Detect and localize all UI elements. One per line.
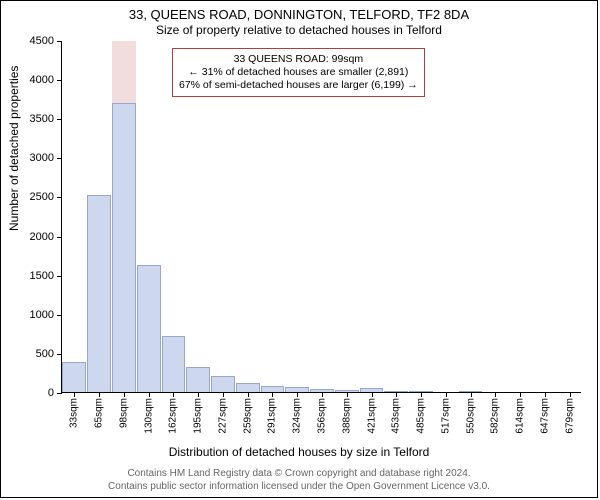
y-tick-label: 3500 xyxy=(30,113,54,125)
bar xyxy=(186,367,210,392)
x-tick xyxy=(99,392,100,397)
y-tick-label: 2000 xyxy=(30,231,54,243)
x-tick-label: 291sqm xyxy=(267,398,278,434)
y-tick xyxy=(57,393,62,394)
bar xyxy=(360,388,384,392)
x-tick-label: 485sqm xyxy=(416,398,427,434)
y-tick-label: 2500 xyxy=(30,191,54,203)
footer-line2: Contains public sector information licen… xyxy=(1,481,597,494)
bar xyxy=(211,376,235,392)
x-tick-label: 550sqm xyxy=(465,398,476,434)
x-tick xyxy=(149,392,150,397)
footer: Contains HM Land Registry data © Crown c… xyxy=(1,468,597,493)
annotation-box: 33 QUEENS ROAD: 99sqm← 31% of detached h… xyxy=(172,48,425,97)
x-tick xyxy=(421,392,422,397)
bar xyxy=(409,391,433,392)
bar xyxy=(310,389,334,392)
x-tick-label: 259sqm xyxy=(242,398,253,434)
x-tick-label: 195sqm xyxy=(193,398,204,434)
bar xyxy=(459,391,483,392)
y-tick xyxy=(57,315,62,316)
x-tick xyxy=(471,392,472,397)
x-tick xyxy=(495,392,496,397)
plot-area: 05001000150020002500300035004000450033sq… xyxy=(61,41,581,393)
bar xyxy=(112,103,136,392)
x-tick xyxy=(520,392,521,397)
x-axis-label: Distribution of detached houses by size … xyxy=(1,445,597,459)
bar xyxy=(137,265,161,392)
x-tick xyxy=(198,392,199,397)
x-tick xyxy=(570,392,571,397)
x-tick xyxy=(124,392,125,397)
bar xyxy=(87,195,111,392)
y-tick-label: 4500 xyxy=(30,35,54,47)
x-tick xyxy=(372,392,373,397)
bar xyxy=(62,362,86,392)
x-tick-label: 614sqm xyxy=(515,398,526,434)
y-tick xyxy=(57,119,62,120)
x-tick-label: 679sqm xyxy=(564,398,575,434)
y-tick xyxy=(57,354,62,355)
bar xyxy=(285,387,309,392)
x-tick-label: 647sqm xyxy=(539,398,550,434)
x-tick-label: 65sqm xyxy=(94,398,105,428)
y-tick xyxy=(57,158,62,159)
x-tick-label: 356sqm xyxy=(317,398,328,434)
chart-container: 33, QUEENS ROAD, DONNINGTON, TELFORD, TF… xyxy=(0,0,598,498)
bar xyxy=(162,336,186,392)
x-tick xyxy=(322,392,323,397)
plot-inner: 05001000150020002500300035004000450033sq… xyxy=(61,41,581,393)
y-tick-label: 0 xyxy=(48,387,54,399)
y-tick xyxy=(57,80,62,81)
y-tick-label: 1000 xyxy=(30,309,54,321)
y-tick xyxy=(57,276,62,277)
x-tick xyxy=(545,392,546,397)
x-tick-label: 98sqm xyxy=(118,398,129,428)
x-tick-label: 130sqm xyxy=(143,398,154,434)
chart-title-line2: Size of property relative to detached ho… xyxy=(1,23,597,37)
footer-line1: Contains HM Land Registry data © Crown c… xyxy=(1,468,597,481)
x-tick-label: 517sqm xyxy=(440,398,451,434)
x-tick xyxy=(396,392,397,397)
bar xyxy=(335,390,359,392)
annotation-line3: 67% of semi-detached houses are larger (… xyxy=(179,79,418,92)
x-tick-label: 421sqm xyxy=(366,398,377,434)
bar xyxy=(384,391,408,392)
y-tick-label: 1500 xyxy=(30,270,54,282)
x-tick xyxy=(248,392,249,397)
bar xyxy=(236,383,260,392)
annotation-line1: 33 QUEENS ROAD: 99sqm xyxy=(179,53,418,66)
y-tick-label: 4000 xyxy=(30,74,54,86)
x-tick-label: 162sqm xyxy=(168,398,179,434)
y-axis-label: Number of detached properties xyxy=(7,66,21,231)
y-tick xyxy=(57,41,62,42)
x-tick xyxy=(272,392,273,397)
x-tick-label: 227sqm xyxy=(217,398,228,434)
chart-title-line1: 33, QUEENS ROAD, DONNINGTON, TELFORD, TF… xyxy=(1,7,597,22)
y-tick xyxy=(57,237,62,238)
y-tick xyxy=(57,197,62,198)
x-tick-label: 388sqm xyxy=(341,398,352,434)
x-tick xyxy=(223,392,224,397)
x-tick xyxy=(297,392,298,397)
x-tick xyxy=(446,392,447,397)
bar xyxy=(261,386,285,392)
x-tick xyxy=(173,392,174,397)
y-tick-label: 3000 xyxy=(30,152,54,164)
x-tick xyxy=(74,392,75,397)
y-tick-label: 500 xyxy=(36,348,54,360)
x-tick-label: 453sqm xyxy=(391,398,402,434)
annotation-line2: ← 31% of detached houses are smaller (2,… xyxy=(179,66,418,79)
x-tick xyxy=(347,392,348,397)
x-tick-label: 33sqm xyxy=(69,398,80,428)
x-tick-label: 324sqm xyxy=(292,398,303,434)
x-tick-label: 582sqm xyxy=(490,398,501,434)
